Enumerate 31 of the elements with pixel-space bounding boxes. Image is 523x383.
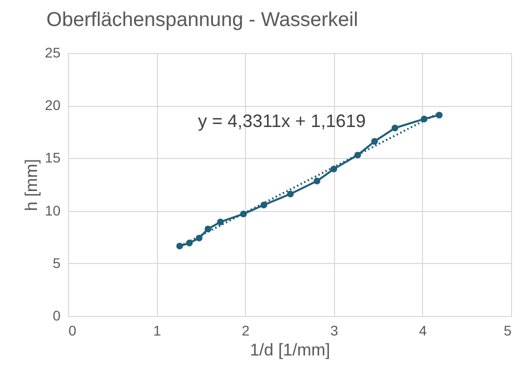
y-tick-label: 15: [44, 150, 61, 166]
annotation: y = 4,3311x + 1,1619: [198, 111, 366, 131]
x-tick-label: 3: [330, 322, 338, 338]
y-tick-label: 25: [44, 44, 61, 60]
x-tick-label: 5: [504, 322, 512, 338]
point: [260, 202, 268, 208]
point: [196, 234, 202, 242]
point: [204, 226, 212, 232]
x-tick-label: 2: [242, 322, 250, 338]
point: [436, 112, 443, 118]
point: [240, 210, 247, 218]
point: [176, 242, 183, 250]
point: [354, 152, 362, 158]
y-tick-label: 0: [52, 308, 61, 324]
y-tick-label: 10: [44, 202, 61, 218]
point: [420, 116, 428, 122]
x-tick-label: 4: [419, 322, 427, 338]
point: [314, 178, 320, 184]
point: [371, 138, 378, 145]
point: [392, 124, 398, 132]
y-tick-label: 5: [52, 254, 61, 271]
y-tick-label: 20: [44, 97, 61, 114]
point: [287, 190, 294, 198]
x-tick-label: 0: [68, 322, 76, 338]
chart-title: Oberflächenspannung - Wasserkeil: [46, 9, 358, 31]
point: [186, 240, 193, 246]
point: [217, 218, 224, 226]
x-axis-title: 1/d [1/mm]: [250, 340, 330, 360]
y-axis-title: h [mm]: [22, 159, 41, 211]
point: [330, 166, 338, 172]
x-tick-label: 1: [153, 322, 162, 338]
